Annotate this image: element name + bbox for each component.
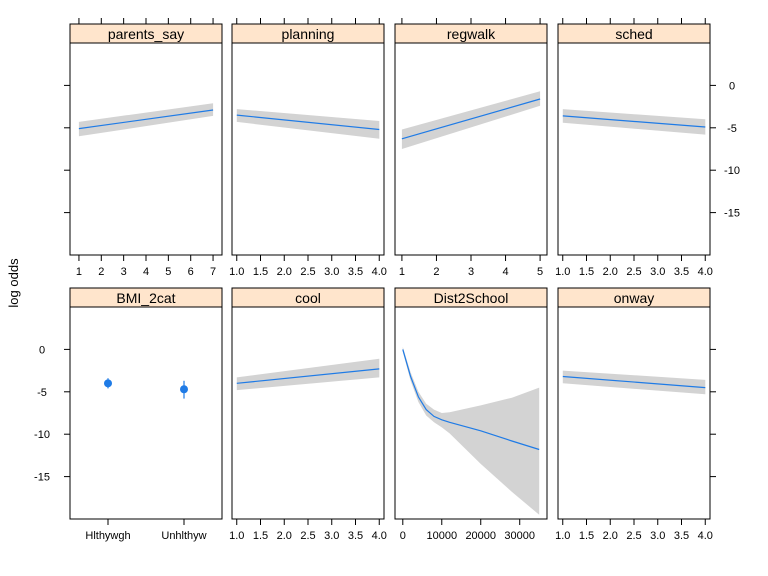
x-tick-label: 4.0	[698, 530, 713, 542]
x-tick-label: 1	[399, 266, 405, 278]
x-tick-label: 1.0	[555, 266, 570, 278]
x-tick-label: 3.5	[348, 530, 363, 542]
x-tick-label: 2	[98, 266, 104, 278]
panel-frame	[231, 42, 385, 256]
x-tick-label: 1.5	[253, 530, 268, 542]
x-tick-label: 2.0	[603, 530, 618, 542]
x-tick-label: 3.5	[674, 530, 689, 542]
x-tick-label: 2.0	[277, 530, 292, 542]
panel-dist2school: Dist2School 0 10000 20000 30000	[394, 287, 548, 542]
y-tick-label: 0	[39, 344, 45, 356]
panel-title: Dist2School	[434, 290, 509, 306]
y-tick-label: -15	[34, 472, 50, 484]
confidence-band	[401, 91, 541, 149]
panel-frame	[394, 306, 548, 520]
effect-line	[401, 98, 541, 140]
panel-frame	[557, 306, 711, 520]
panel-sched: sched 1.0 1.5 2.0 2.5 3.0 3.5 4.0 0 -5 -10 -15	[555, 18, 740, 278]
panel-frame	[231, 306, 385, 520]
x-tick-label: 3.5	[348, 266, 363, 278]
y-tick-label: -10	[724, 165, 740, 177]
effect-line	[78, 109, 214, 130]
x-tick-label: Hlthywgh	[85, 530, 130, 542]
x-tick-label: 2.0	[277, 266, 292, 278]
x-tick-label: 2	[433, 266, 439, 278]
confidence-band	[236, 109, 380, 139]
y-tick-label: -5	[37, 387, 47, 399]
x-tick-label: 5	[537, 266, 543, 278]
panel-frame	[69, 42, 223, 256]
effect-line	[236, 368, 380, 384]
x-tick-label: 4.0	[372, 530, 387, 542]
effect-line	[402, 349, 540, 451]
y-tick-label: 0	[729, 80, 735, 92]
x-tick-label: 10000	[426, 530, 457, 542]
x-tick-label: 7	[210, 266, 216, 278]
x-tick-label: 1.0	[229, 266, 244, 278]
x-tick-label: 0	[400, 530, 406, 542]
panel-title: BMI_2cat	[116, 290, 175, 306]
x-tick-label: 3.0	[324, 266, 339, 278]
panel-title: planning	[282, 26, 335, 42]
y-tick-label: -15	[724, 208, 740, 220]
x-tick-label: 3.0	[650, 266, 665, 278]
effect-line	[562, 115, 706, 128]
x-tick-label: 4	[143, 266, 149, 278]
panel-title: cool	[295, 290, 321, 306]
x-tick-label: 20000	[465, 530, 496, 542]
x-tick-label: 1.5	[579, 530, 594, 542]
x-tick-label: 1.5	[253, 266, 268, 278]
panel-frame	[69, 306, 223, 520]
point-hlthywgh	[104, 379, 112, 388]
panel-regwalk: regwalk 1 2 3 4 5	[394, 18, 548, 278]
confidence-band	[402, 346, 540, 515]
panel-title: parents_say	[108, 26, 184, 42]
panel-planning: planning 1.0 1.5 2.0 2.5 3.0 3.5 4.0	[229, 18, 387, 278]
y-axis-label: log odds	[6, 258, 21, 308]
panels-group: parents_say 1 2 3 4 5 6 7 planning 1.0 1.5 2.0 2.5 3.…	[34, 18, 740, 542]
x-tick-label: 5	[165, 266, 171, 278]
x-tick-label: 2.5	[300, 266, 315, 278]
x-tick-label: 3.5	[674, 266, 689, 278]
x-tick-label: 1	[76, 266, 82, 278]
x-tick-label: 30000	[504, 530, 535, 542]
panel-onway: onway 1.0 1.5 2.0 2.5 3.0 3.5 4.0	[555, 287, 716, 542]
x-tick-label: 4	[502, 266, 508, 278]
x-tick-label: 3	[468, 266, 474, 278]
panel-title: regwalk	[447, 26, 496, 42]
panel-frame	[394, 42, 548, 256]
x-tick-label: 2.5	[626, 266, 641, 278]
confidence-band	[236, 358, 380, 391]
x-tick-label: 4.0	[698, 266, 713, 278]
y-tick-label: -10	[34, 429, 50, 441]
panel-title: sched	[615, 26, 652, 42]
x-tick-label: 1.5	[579, 266, 594, 278]
panel-title: onway	[614, 290, 654, 306]
effect-line	[236, 114, 380, 131]
x-tick-label: 2.5	[626, 530, 641, 542]
panel-cool: cool 1.0 1.5 2.0 2.5 3.0 3.5 4.0	[229, 287, 387, 542]
x-tick-label: Unhlthyw	[161, 530, 206, 542]
point-unhlthyw	[180, 385, 188, 394]
x-tick-label: 4.0	[372, 266, 387, 278]
x-tick-label: 1.0	[555, 530, 570, 542]
panel-parents-say: parents_say 1 2 3 4 5 6 7	[64, 18, 223, 278]
effect-line	[562, 375, 706, 389]
x-tick-label: 1.0	[229, 530, 244, 542]
x-tick-label: 3.0	[650, 530, 665, 542]
x-tick-label: 3	[121, 266, 127, 278]
y-tick-label: -5	[727, 123, 737, 135]
panel-frame	[557, 42, 711, 256]
x-tick-label: 6	[188, 266, 194, 278]
x-tick-label: 2.0	[603, 266, 618, 278]
panel-bmi-2cat: BMI_2cat Hlthywgh Unhlthyw 0 -5 -10 -15	[34, 287, 223, 542]
x-tick-label: 3.0	[324, 530, 339, 542]
x-tick-label: 2.5	[300, 530, 315, 542]
